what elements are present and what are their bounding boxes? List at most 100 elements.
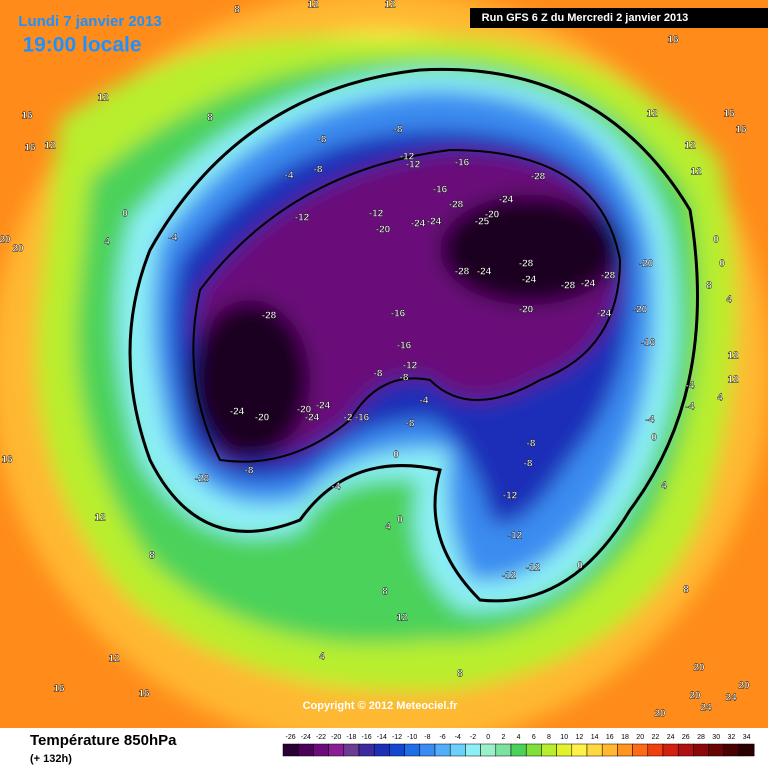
colorbar-swatch — [328, 743, 345, 757]
contour-label: -16 — [641, 338, 656, 349]
colorbar-tick-label: -24 — [301, 734, 311, 741]
contour-label: 12 — [384, 0, 396, 11]
contour-label: 12 — [727, 351, 739, 362]
contour-label: -4 — [332, 482, 341, 493]
contour-label: 16 — [53, 684, 65, 695]
contour-label: -24 — [411, 219, 426, 230]
colorbar-swatch — [586, 743, 603, 757]
contour-label: 8 — [457, 669, 463, 680]
contour-label: -12 — [503, 491, 518, 502]
contour-label: -28 — [449, 200, 464, 211]
contour-label: 20 — [12, 244, 24, 255]
colorbar-swatch — [495, 743, 512, 757]
contour-label: -8 — [400, 373, 409, 384]
contour-label: -4 — [646, 415, 655, 426]
colorbar-tick-label: -12 — [392, 734, 402, 741]
colorbar-swatch — [693, 743, 709, 757]
contour-label: 12 — [690, 167, 702, 178]
colorbar-swatch — [662, 743, 679, 757]
colorbar-tick-label: 28 — [697, 734, 705, 741]
contour-label: -20 — [297, 405, 312, 416]
colorbar-tick-label: -6 — [439, 734, 445, 741]
contour-label: -25 — [475, 217, 490, 228]
contour-line — [192, 148, 622, 463]
colorbar-tick-label: 6 — [532, 734, 536, 741]
contour-label: 16 — [667, 35, 679, 46]
contour-label: -4 — [686, 381, 695, 392]
contour-label: 4 — [385, 522, 391, 533]
contour-label: 4 — [717, 393, 723, 404]
contour-label: 4 — [661, 481, 667, 492]
contour-label: -8 — [406, 419, 415, 430]
colorbar-tick-label: 26 — [682, 734, 690, 741]
contour-label: -28 — [519, 259, 534, 270]
contour-label: 24 — [725, 693, 737, 704]
colorbar-tick-label: 20 — [636, 734, 644, 741]
contour-label: -28 — [601, 271, 616, 282]
colorbar-swatch — [571, 743, 588, 757]
colorbar-tick-label: 24 — [667, 734, 675, 741]
contour-label: 0 — [713, 235, 719, 246]
colorbar-swatch — [434, 743, 451, 757]
contour-label: -28 — [195, 474, 210, 485]
contour-label: -12 — [508, 531, 523, 542]
contour-label: 8 — [149, 551, 155, 562]
contour-label: 8 — [382, 587, 388, 598]
contour-label: 20 — [0, 235, 11, 246]
contour-label: -8 — [245, 466, 254, 477]
colorbar-tick-label: 16 — [606, 734, 614, 741]
contour-label: 24 — [700, 703, 712, 714]
colorbar-swatch — [677, 743, 694, 757]
contour-label: -12 — [369, 209, 384, 220]
colorbar-swatch — [465, 743, 481, 757]
colorbar-swatch — [404, 743, 421, 757]
contour-label: -20 — [639, 259, 654, 270]
contour-label: -12 — [502, 571, 517, 582]
contour-label: -16 — [391, 309, 406, 320]
contour-label: 20 — [693, 663, 705, 674]
contour-label: 4 — [726, 295, 732, 306]
colorbar-swatch — [419, 743, 436, 757]
colorbar-tick-label: -4 — [455, 734, 461, 741]
contour-label: -20 — [255, 413, 270, 424]
colorbar-tick-label: 0 — [486, 734, 490, 741]
colorbar-swatch — [541, 743, 557, 757]
run-info: Run GFS 6 Z du Mercredi 2 janvier 2013 — [482, 12, 689, 24]
valid-time: 19:00 locale — [22, 34, 141, 57]
colorbar-swatch — [556, 743, 573, 757]
contour-label: -16 — [397, 341, 412, 352]
contour-label: -16 — [433, 185, 448, 196]
contour-label: 12 — [108, 654, 120, 665]
contour-label: 12 — [684, 141, 696, 152]
contour-label: -24 — [230, 407, 245, 418]
colorbar-tick-label: -22 — [316, 734, 326, 741]
contour-label: -16 — [455, 158, 470, 169]
colorbar: -26 -24 -22 -20 -18 -16 -14 -12 -10 -8 -6 -4 -2 0 2 4 6 8… — [282, 734, 755, 757]
contour-label: 8 — [706, 281, 712, 292]
colorbar-tick-label: -10 — [407, 734, 417, 741]
contour-label: 16 — [24, 143, 36, 154]
colorbar-tick-label: 22 — [652, 734, 660, 741]
contour-label: 12 — [646, 109, 658, 120]
colorbar-swatch — [601, 743, 618, 757]
contour-label: 0 — [651, 433, 657, 444]
copyright: Copyright © 2012 Meteociel.fr — [303, 700, 459, 712]
contour-label: -4 — [285, 171, 294, 182]
colorbar-tick-label: -16 — [362, 734, 372, 741]
colorbar-swatch — [510, 743, 527, 757]
contour-label: -28 — [531, 172, 546, 183]
contour-label: -24 — [427, 217, 442, 228]
colorbar-tick-label: -8 — [424, 734, 430, 741]
contour-label: 0 — [577, 561, 583, 572]
colorbar-swatch — [723, 743, 740, 757]
run-box — [470, 8, 768, 28]
contour-label: 12 — [396, 613, 408, 624]
colorbar-tick-label: 4 — [517, 734, 521, 741]
contour-label: -4 — [169, 233, 178, 244]
colorbar-tick-label: -26 — [286, 734, 296, 741]
contour-label: -24 — [499, 195, 514, 206]
contour-label: 12 — [44, 141, 56, 152]
contour-label: -24 — [597, 309, 612, 320]
